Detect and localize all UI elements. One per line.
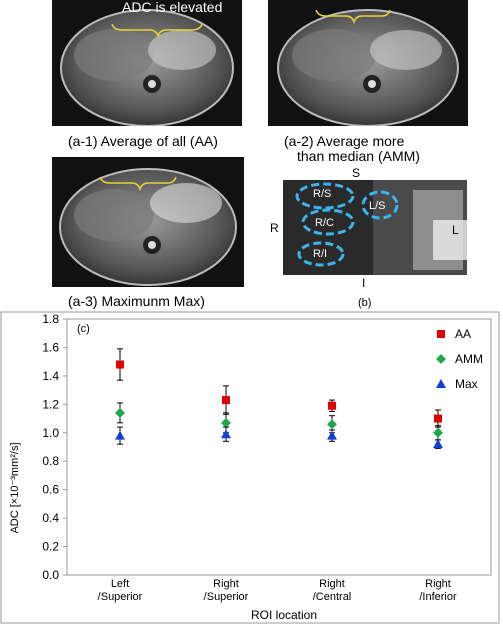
legend-marker-max [436,379,446,388]
mri-image-a3 [52,157,244,287]
mri-slice-a1 [60,9,234,126]
marker-amm [327,419,337,430]
marker-amm [221,417,231,428]
y-tick-label: 1.4 [42,369,59,383]
roi-label-rc: R/C [315,217,334,229]
y-tick-label: 1.8 [42,312,59,326]
roi-label-ls: L/S [369,200,386,212]
marker-aa [222,396,230,405]
roi-overlay [295,182,399,267]
marker-max [433,439,443,449]
mri-slice-a3 [59,168,237,286]
marker-aa [434,414,442,423]
y-tick-label: 0.2 [42,540,59,554]
y-tick-label: 1.6 [42,340,59,354]
y-tick-label: 0.8 [42,454,59,468]
x-axis-label: ROI location [251,608,317,622]
caption-a2-line2: than median (AMM) [297,148,420,164]
roi-ri [297,241,345,267]
direction-r: R [270,221,279,235]
y-tick-label: 0.4 [42,511,59,525]
x-tick-label: /Superior [204,591,249,603]
roi-rs [295,182,355,210]
mri-image-a2 [268,0,468,126]
caption-a2-line1: (a-2) Average more [284,133,405,149]
panel-label-c: (c) [77,323,90,335]
x-tick-label: /Superior [98,591,143,603]
direction-l: L [452,223,459,237]
caption-b: (b) [358,297,372,309]
marker-aa [116,360,124,369]
legend-label-aa: AA [455,327,471,341]
marker-amm [433,427,443,438]
y-tick-label: 1.2 [42,397,59,411]
roi-ls [361,190,399,220]
marker-aa [328,401,336,410]
caption-a3: (a-3) Maximunm Max) [68,293,205,309]
mri-slice-a2 [277,9,459,126]
marker-max [221,429,231,439]
roi-label-ri: R/I [313,248,328,260]
y-tick-label: 0.0 [42,568,59,582]
y-tick-label: 0.6 [42,483,59,497]
adc-chart: 0.0 0.2 0.4 0.6 0.8 1.0 1.2 1.4 1.6 1.8 Left/Supe… [0,311,500,624]
elevated-annotation: ADC is elevated [122,0,223,15]
roi-image-b: R/S L/S R/C R/I [283,180,467,275]
legend-marker-amm [436,354,446,364]
x-tick-label: Right [319,578,345,590]
x-tick-label: Left [111,578,129,590]
roi-slice-b [283,180,467,275]
legend-label-max: Max [455,377,478,391]
direction-s: S [352,166,361,180]
x-tick-label: /Central [313,591,352,603]
legend-label-amm: AMM [455,352,483,366]
x-tick-label: Right [213,578,239,590]
x-tick-label: Right [425,578,451,590]
marker-max [115,430,125,440]
x-tick-label: /Inferior [419,591,457,603]
plot-area-frame [66,318,492,576]
y-axis-label: ADC [×10⁻³mm²/s] [9,442,21,533]
roi-rc [301,208,355,236]
marker-amm [115,407,125,418]
direction-i: I [362,276,366,290]
roi-label-rs: R/S [313,188,332,200]
mri-image-a1: ADC is elevated [52,0,242,126]
caption-a1: (a-1) Average of all (AA) [68,133,218,149]
chart-frame [0,311,500,624]
legend-marker-aa [437,330,445,338]
y-tick-label: 1.0 [42,426,59,440]
marker-max [327,430,337,440]
